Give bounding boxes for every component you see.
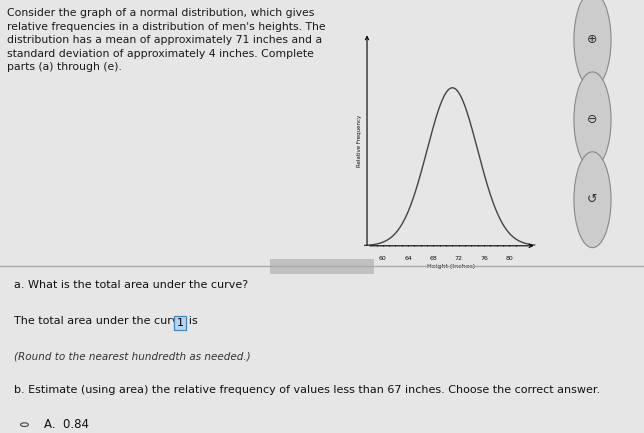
X-axis label: Height (Inches): Height (Inches): [427, 264, 475, 269]
Text: ⊕: ⊕: [587, 33, 598, 46]
Y-axis label: Relative Frequency: Relative Frequency: [357, 115, 363, 167]
Circle shape: [574, 0, 611, 88]
Text: a. What is the total area under the curve?: a. What is the total area under the curv…: [14, 280, 249, 290]
Text: 1: 1: [176, 318, 184, 328]
Text: ⊖: ⊖: [587, 113, 598, 126]
Text: The total area under the curve is: The total area under the curve is: [14, 316, 202, 326]
Text: (Round to the nearest hundredth as needed.): (Round to the nearest hundredth as neede…: [14, 351, 251, 361]
Circle shape: [574, 72, 611, 168]
Circle shape: [574, 152, 611, 248]
Text: ↺: ↺: [587, 193, 598, 206]
Text: Consider the graph of a normal distribution, which gives
relative frequencies in: Consider the graph of a normal distribut…: [8, 8, 326, 72]
FancyBboxPatch shape: [260, 257, 384, 276]
Text: A.  0.84: A. 0.84: [44, 418, 89, 431]
Text: b. Estimate (using area) the relative frequency of values less than 67 inches. C: b. Estimate (using area) the relative fr…: [14, 385, 600, 394]
